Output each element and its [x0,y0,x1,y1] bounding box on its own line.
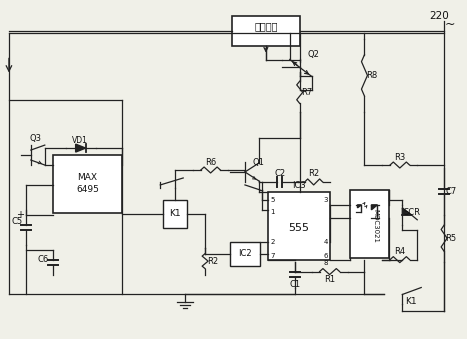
Text: R5: R5 [446,234,457,243]
Text: 5: 5 [271,197,275,203]
Text: 555: 555 [288,223,309,233]
Bar [268,192,330,260]
Text: MAX: MAX [78,174,98,182]
Text: R7: R7 [301,88,312,97]
Text: C5: C5 [11,217,22,226]
Text: C2: C2 [274,170,285,178]
Text: 整流电路: 整流电路 [254,22,277,32]
Text: C1: C1 [289,280,300,289]
Bar [163,200,187,228]
Text: K1: K1 [170,209,181,218]
Text: K1: K1 [405,297,417,306]
Text: R6: R6 [205,158,216,166]
Text: C6: C6 [37,255,49,264]
Bar [349,190,389,258]
Text: Q3: Q3 [30,134,42,143]
Text: ~: ~ [445,18,455,31]
Text: C7: C7 [446,187,457,196]
Polygon shape [76,144,85,152]
Bar [53,155,122,213]
Text: R8: R8 [366,71,377,80]
Text: R1: R1 [324,275,335,284]
Text: R3: R3 [394,153,405,162]
Bar [230,242,260,265]
Text: R2: R2 [308,170,319,178]
Bar [232,16,300,45]
Text: MOC3021: MOC3021 [372,209,378,243]
Text: VD1: VD1 [72,136,88,145]
Text: IC3: IC3 [292,181,305,191]
Text: Q1: Q1 [253,158,265,166]
Text: 8: 8 [323,260,328,266]
Text: 220: 220 [429,11,449,21]
Text: R2: R2 [207,257,219,266]
Text: 6495: 6495 [76,185,99,194]
Text: 7: 7 [270,253,275,259]
Polygon shape [371,205,377,210]
Polygon shape [402,208,411,215]
Text: SCR: SCR [404,208,421,217]
Text: 2: 2 [271,239,275,245]
Text: R4: R4 [394,247,405,256]
Text: +: + [16,210,24,220]
Text: IC2: IC2 [238,249,252,258]
Text: 1: 1 [270,209,275,215]
Text: 6: 6 [323,253,328,259]
Text: 4: 4 [324,239,328,245]
Text: Q2: Q2 [308,50,319,59]
Polygon shape [358,205,361,208]
Text: 3: 3 [323,197,328,203]
